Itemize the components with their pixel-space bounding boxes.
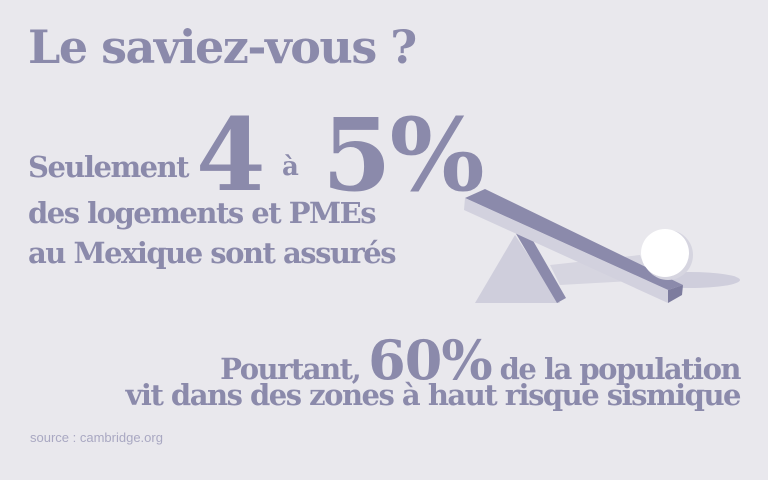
plank-top (465, 189, 683, 290)
stat2-suffix: de la population (499, 352, 742, 386)
ball (641, 229, 689, 277)
stat1-low-value: 4 (196, 96, 266, 214)
stat2-prefix: Pourtant, (220, 352, 362, 386)
headline: Le saviez-vous ? (28, 20, 417, 74)
stat2-line1: Pourtant, 60% de la population (220, 328, 742, 392)
stat1-high-value: 5% (322, 96, 485, 214)
stat2-line2: vit dans des zones à haut risque sismiqu… (125, 378, 742, 412)
stat1-line2: des logements et PMEs (28, 196, 377, 230)
plank-end (668, 285, 683, 303)
stat2-value: 60% (368, 328, 492, 392)
stat1-prefix: Seulement (28, 150, 190, 184)
fulcrum-side (515, 232, 566, 303)
stat1-line3: au Mexique sont assurés (28, 236, 397, 270)
stat1-connector: à (282, 152, 299, 182)
plank-front (464, 198, 668, 303)
seesaw-with-ball-icon (464, 189, 740, 303)
source-note: source : cambridge.org (30, 430, 163, 445)
fulcrum-triangle (475, 235, 560, 303)
